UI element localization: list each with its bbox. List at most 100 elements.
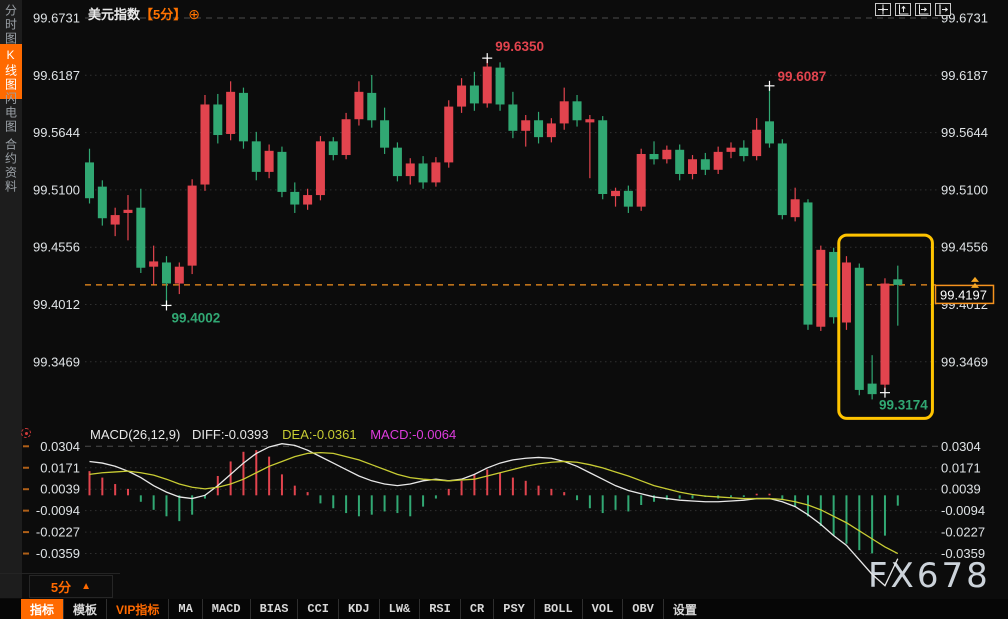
candle-body — [341, 119, 351, 156]
toolbar-button-14[interactable]: OBV — [622, 599, 663, 619]
macd-axis-label-left: -0.0094 — [36, 503, 80, 518]
macd-macd-value: MACD:-0.0064 — [370, 427, 457, 442]
candle-body — [213, 104, 223, 136]
price-axis-label-left: 99.4012 — [33, 297, 80, 312]
crosshair-icon[interactable] — [875, 3, 891, 16]
sidebar-item-contract-info[interactable]: 合约资料 — [0, 138, 22, 197]
timeframe-selector[interactable]: 5分 ▲ — [29, 575, 113, 598]
macd-axis-label-left: 0.0304 — [40, 439, 80, 454]
macd-axis-label-left: -0.0227 — [36, 525, 80, 540]
candle-body — [700, 159, 710, 170]
macd-axis-label-right: -0.0359 — [941, 546, 985, 561]
toolbar-button-1[interactable]: 模板 — [63, 599, 106, 619]
candle-body — [623, 190, 633, 207]
candle-body — [392, 147, 402, 177]
macd-diff-value: DIFF:-0.0393 — [191, 427, 269, 442]
candle-body — [867, 383, 877, 395]
macd-axis-label-left: 0.0171 — [40, 460, 80, 475]
candle-body — [444, 106, 454, 163]
fx678-watermark: FX678 — [868, 556, 991, 596]
toolbar-button-5[interactable]: BIAS — [249, 599, 298, 619]
candle-body — [688, 159, 698, 174]
add-indicator-icon[interactable]: ⊕ — [188, 6, 200, 22]
price-annotation: 99.6087 — [777, 69, 826, 84]
price-axis-label-left: 99.5644 — [33, 125, 80, 140]
period-tag: 【5分】 — [140, 7, 187, 22]
toolbar-button-0[interactable]: 指标 — [21, 599, 64, 619]
macd-dea-line — [89, 451, 899, 555]
toolbar-button-6[interactable]: CCI — [297, 599, 338, 619]
candle-body — [880, 283, 890, 385]
candle-body — [739, 147, 749, 157]
candle-body — [469, 85, 479, 104]
candle-body — [354, 91, 364, 120]
toolbar-button-15[interactable]: 设置 — [662, 599, 706, 619]
macd-dea-value: DEA:-0.0361 — [282, 427, 357, 442]
price-axis-label-left: 99.3469 — [33, 354, 80, 369]
sidebar-item-time-chart[interactable]: 分时图 — [0, 4, 22, 49]
candle-body — [521, 120, 531, 131]
macd-marker-icon[interactable] — [21, 428, 31, 438]
double-arrow-up-icon — [971, 282, 979, 288]
candle-body — [585, 119, 595, 123]
candle-body — [431, 162, 441, 183]
price-axis-label-left: 99.6731 — [33, 11, 80, 26]
macd-axis-label-left: 0.0039 — [40, 482, 80, 497]
candle-body — [290, 191, 300, 205]
price-axis-label-right: 99.6731 — [941, 11, 988, 26]
toolbar-button-8[interactable]: LW& — [378, 599, 420, 619]
macd-axis-label-right: -0.0227 — [941, 525, 985, 540]
price-axis-label-left: 99.4556 — [33, 240, 80, 255]
toolbar-button-13[interactable]: VOL — [581, 599, 623, 619]
price-annotation: 99.6350 — [495, 39, 544, 54]
macd-axis-label-right: -0.0094 — [941, 503, 985, 518]
candle-body — [854, 267, 864, 390]
sidebar-item-kline-chart[interactable]: K线图 — [0, 44, 22, 99]
candle-body — [572, 101, 582, 121]
candle-body — [380, 120, 390, 148]
scale-x-icon[interactable] — [915, 3, 931, 16]
toolbar-button-3[interactable]: MA — [168, 599, 201, 619]
toolbar-button-12[interactable]: BOLL — [533, 599, 582, 619]
candle-body — [675, 149, 685, 174]
sidebar: 分时图 K线图 闪电图 合约资料 — [0, 0, 22, 598]
toolbar-button-10[interactable]: CR — [459, 599, 493, 619]
sidebar-item-label: K线图 — [3, 48, 18, 92]
candle-body — [238, 92, 248, 142]
toolbar-button-4[interactable]: MACD — [201, 599, 250, 619]
chevron-up-icon: ▲ — [81, 581, 92, 592]
candle-body — [367, 92, 377, 121]
candle-body — [187, 185, 197, 266]
candle-body — [726, 147, 736, 152]
candle-body — [713, 151, 723, 170]
sidebar-item-flash-chart[interactable]: 闪电图 — [0, 92, 22, 137]
toolbar-button-9[interactable]: RSI — [419, 599, 460, 619]
price-annotation: 99.4002 — [171, 310, 220, 325]
macd-params: MACD(26,12,9) — [90, 427, 181, 442]
candle-body — [149, 261, 159, 267]
macd-axis-label-left: -0.0359 — [36, 546, 80, 561]
candle-body — [649, 153, 659, 160]
candle-body — [559, 101, 569, 124]
candle-body — [611, 190, 621, 197]
macd-axis-label-right: 0.0171 — [941, 460, 981, 475]
chart-toolbar-icons — [875, 3, 951, 16]
scale-y-icon[interactable] — [895, 3, 911, 16]
candle-body — [777, 143, 787, 216]
candle-body — [482, 66, 492, 104]
candle-body — [508, 104, 518, 131]
macd-histogram — [88, 450, 899, 554]
toolbar-button-2[interactable]: VIP指标 — [106, 599, 168, 619]
toolbar-button-11[interactable]: PSY — [493, 599, 534, 619]
indicator-toolbar: 指标 模板 VIP指标 MA MACD BIAS CCI KDJ LW& RSI CR PSY BOLL… — [0, 599, 1008, 619]
bottom-divider — [0, 573, 120, 574]
toolbar-button-7[interactable]: KDJ — [338, 599, 379, 619]
price-axis-label-right: 99.3469 — [941, 354, 988, 369]
candles — [85, 58, 903, 400]
pan-right-icon[interactable] — [935, 3, 951, 16]
candle-body — [662, 149, 672, 160]
chart-title: 美元指数【5分】 ⊕ — [88, 4, 200, 23]
candle-body — [97, 186, 107, 219]
